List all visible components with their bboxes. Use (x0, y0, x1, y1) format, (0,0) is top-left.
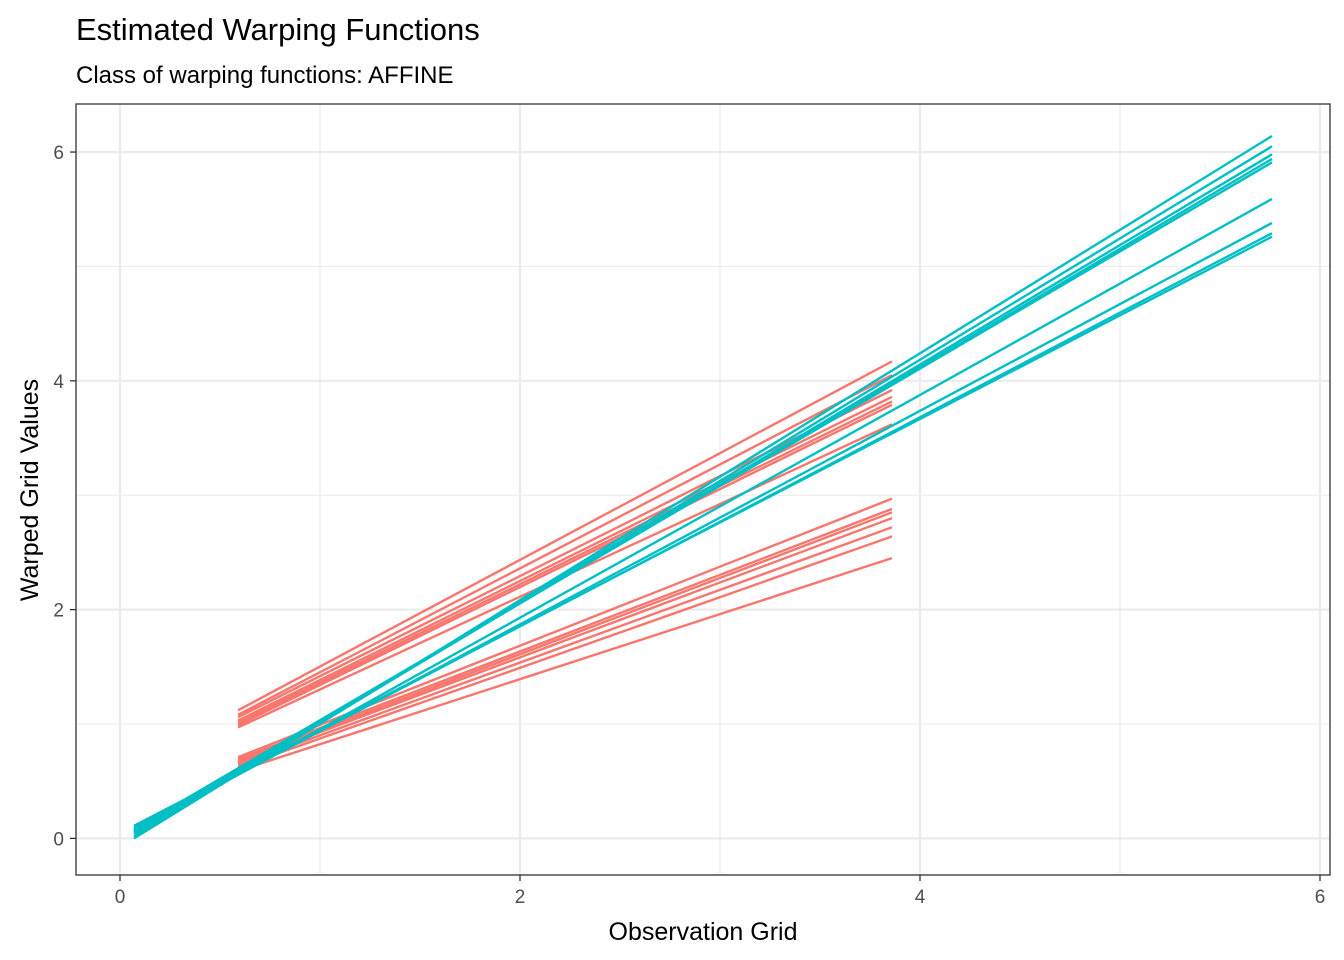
axis-ticks: 0 2 4 6 0 2 4 6 (53, 143, 1325, 908)
y-tick-label: 6 (53, 143, 64, 164)
x-tick-label: 2 (515, 887, 526, 908)
y-axis-label: Warped Grid Values (16, 379, 44, 601)
x-tick-label: 4 (915, 887, 926, 908)
warping-line-red (237, 388, 893, 719)
x-tick-label: 0 (115, 887, 126, 908)
warping-line-red (237, 535, 893, 769)
warping-line-teal (133, 161, 1273, 831)
warping-line-red (237, 526, 893, 767)
y-tick-label: 2 (53, 601, 64, 622)
warping-line-red (237, 497, 893, 759)
plot-panel-border (75, 103, 1331, 876)
warping-line-red (237, 395, 893, 722)
y-tick-label: 0 (53, 829, 64, 850)
warping-line-red (237, 360, 893, 712)
chart-subtitle: Class of warping functions: AFFINE (76, 62, 453, 89)
warping-line-red (237, 511, 893, 763)
warping-line-red (237, 374, 893, 716)
grid-lines (76, 104, 1330, 875)
y-tick-label: 4 (53, 372, 64, 393)
warping-line-red (237, 400, 893, 724)
series-lines (133, 135, 1273, 840)
warping-line-red (237, 516, 893, 765)
warping-line-red (237, 556, 893, 773)
warping-line-red (237, 403, 893, 727)
x-axis-label: Observation Grid (609, 918, 798, 946)
chart-title: Estimated Warping Functions (76, 12, 480, 47)
x-tick-label: 6 (1315, 887, 1326, 908)
warping-line-teal (133, 235, 1273, 827)
